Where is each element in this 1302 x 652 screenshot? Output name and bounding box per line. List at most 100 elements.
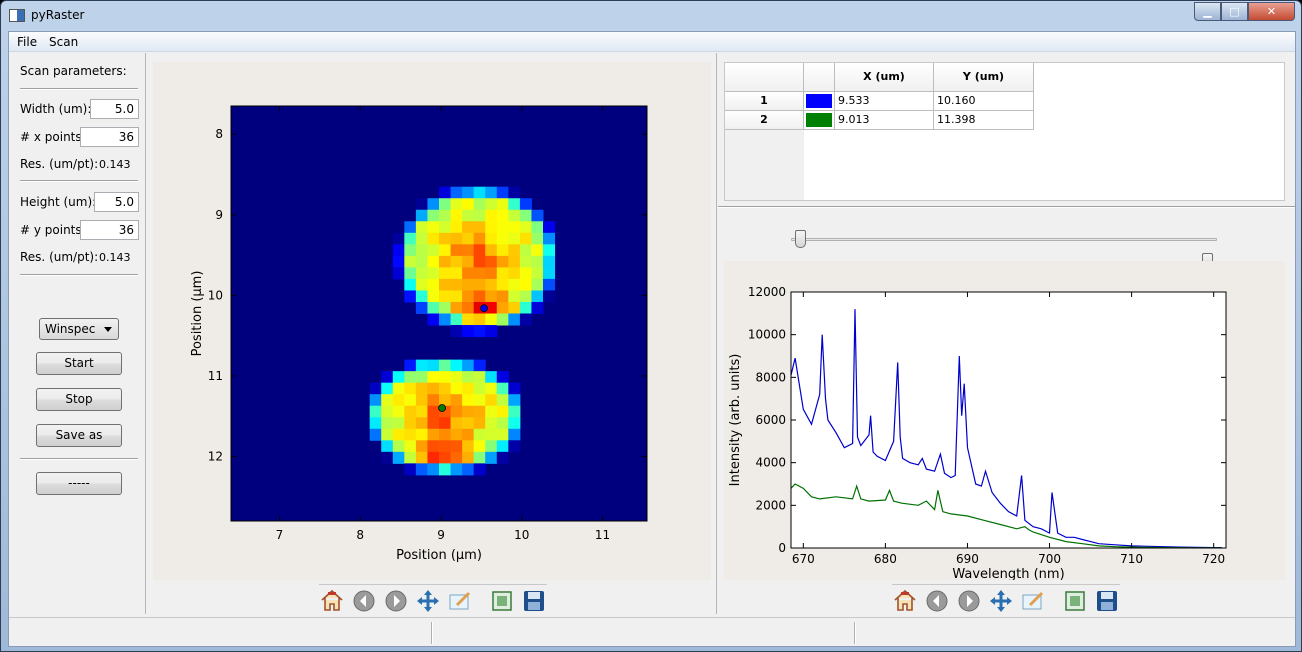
start-button[interactable]: Start [36,352,122,375]
heatmap-cell [508,255,521,268]
close-button[interactable]: ✕ [1248,2,1295,21]
heatmap-cell [415,244,428,257]
forward-button[interactable] [383,588,409,614]
heatmap-cell [450,255,463,268]
heatmap-cell [462,394,475,407]
minimize-button[interactable]: ▁ [1194,2,1221,21]
stop-button[interactable]: Stop [36,388,122,411]
height-input[interactable]: 5.0 [94,192,139,212]
heatmap-cell [485,371,498,384]
color-cell[interactable] [804,111,835,130]
plot-area [791,292,1226,548]
y-axis-label: Position (μm) [190,271,205,357]
heatmap-cell [415,232,428,245]
heatmap-cell [473,244,486,257]
maximize-button[interactable]: □ [1221,2,1248,21]
raster-figure: 7 8 9 10 11 8 9 10 11 12 Position (μm) Position (μm… [153,62,711,580]
zoom-button[interactable] [1020,588,1046,614]
home-button[interactable] [892,588,918,614]
heatmap-cell [531,278,544,291]
menu-file[interactable]: File [17,35,38,49]
x-points-input[interactable]: 36 [80,127,139,147]
heatmap-cell [439,394,452,407]
heatmap-cells [231,106,647,521]
heatmap-cell [462,359,475,372]
home-button[interactable] [319,588,345,614]
pan-button[interactable] [415,588,441,614]
heatmap-cell [415,417,428,430]
minimize-icon: ▁ [1203,5,1212,18]
configure-subplots-button[interactable] [489,588,515,614]
title-bar[interactable]: pyRaster ▁ □ ✕ [1,1,1301,31]
heatmap-cell [519,255,532,268]
status-divider [431,622,433,644]
heatmap-cell [531,290,544,303]
divider [20,458,138,460]
heatmap-cell [404,394,417,407]
raster-heatmap-chart[interactable]: 7 8 9 10 11 8 9 10 11 12 Position (μm) Position (μm… [153,62,711,580]
heatmap-cell [508,440,521,453]
heatmap-cell [450,417,463,430]
heatmap-cell [473,221,486,234]
x-tick-label: 670 [792,552,815,566]
heatmap-cell [381,440,394,453]
spectrum-series-line [791,483,1222,548]
heatmap-cell [404,359,417,372]
client-area: File Scan Scan parameters: Width (um): 5… [8,31,1296,647]
heatmap-cell [439,255,452,268]
configure-subplots-button[interactable] [1062,588,1088,614]
back-icon [353,590,375,611]
y-cell[interactable]: 11.398 [934,111,1034,130]
lower-limit-slider[interactable] [791,229,1217,251]
menu-scan[interactable]: Scan [49,35,79,49]
heatmap-cell [462,278,475,291]
y-tick-label: 2000 [755,498,786,512]
heatmap-cell [485,440,498,453]
back-button[interactable] [924,588,950,614]
configure-subplots-icon [492,590,512,611]
heatmap-cell [450,290,463,303]
x-tick-label: 10 [514,528,529,542]
column-header-y[interactable]: Y (um) [934,63,1034,92]
row-header-1[interactable]: 1 [725,92,804,111]
heatmap-cell [392,417,405,430]
y-cell[interactable]: 10.160 [934,92,1034,111]
width-input[interactable]: 5.0 [90,99,139,119]
splitter-handle[interactable] [718,206,1295,208]
zoom-button[interactable] [447,588,473,614]
x-cell[interactable]: 9.013 [835,111,934,130]
column-header-x[interactable]: X (um) [835,63,934,92]
y-tick-label: 8 [215,127,223,141]
save-as-button[interactable]: Save as [36,424,122,447]
heatmap-cell [462,186,475,199]
heatmap-cell [439,382,452,395]
color-cell[interactable] [804,92,835,111]
save-button[interactable] [1094,588,1120,614]
y-points-input[interactable]: 36 [80,220,139,240]
heatmap-cell [496,428,509,441]
y-tick-label: 6000 [755,413,786,427]
back-button[interactable] [351,588,377,614]
slider-handle[interactable] [795,230,807,248]
heatmap-cell [473,278,486,291]
save-button[interactable] [521,588,547,614]
x-cell[interactable]: 9.533 [835,92,934,111]
heatmap-cell [392,440,405,453]
row-header-2[interactable]: 2 [725,111,804,130]
heatmap-cell [404,290,417,303]
heatmap-cell [427,440,440,453]
forward-button[interactable] [956,588,982,614]
spectrum-plot-toolbar [892,584,1120,614]
heatmap-cell [508,417,521,430]
heatmap-cell [381,371,394,384]
heatmap-cell [439,198,452,211]
back-icon [926,590,948,611]
device-select[interactable]: Winspec [39,318,119,340]
pan-button[interactable] [988,588,1014,614]
extra-button[interactable]: ----- [36,472,122,495]
column-header-color[interactable] [804,63,835,92]
heatmap-cell [427,267,440,280]
spectrum-line-chart[interactable]: 670 680 690 700 710 720 0 2000 4000 6000 8000 10000… [724,261,1285,582]
heatmap-cell [462,232,475,245]
y-tick-label: 0 [778,541,786,555]
